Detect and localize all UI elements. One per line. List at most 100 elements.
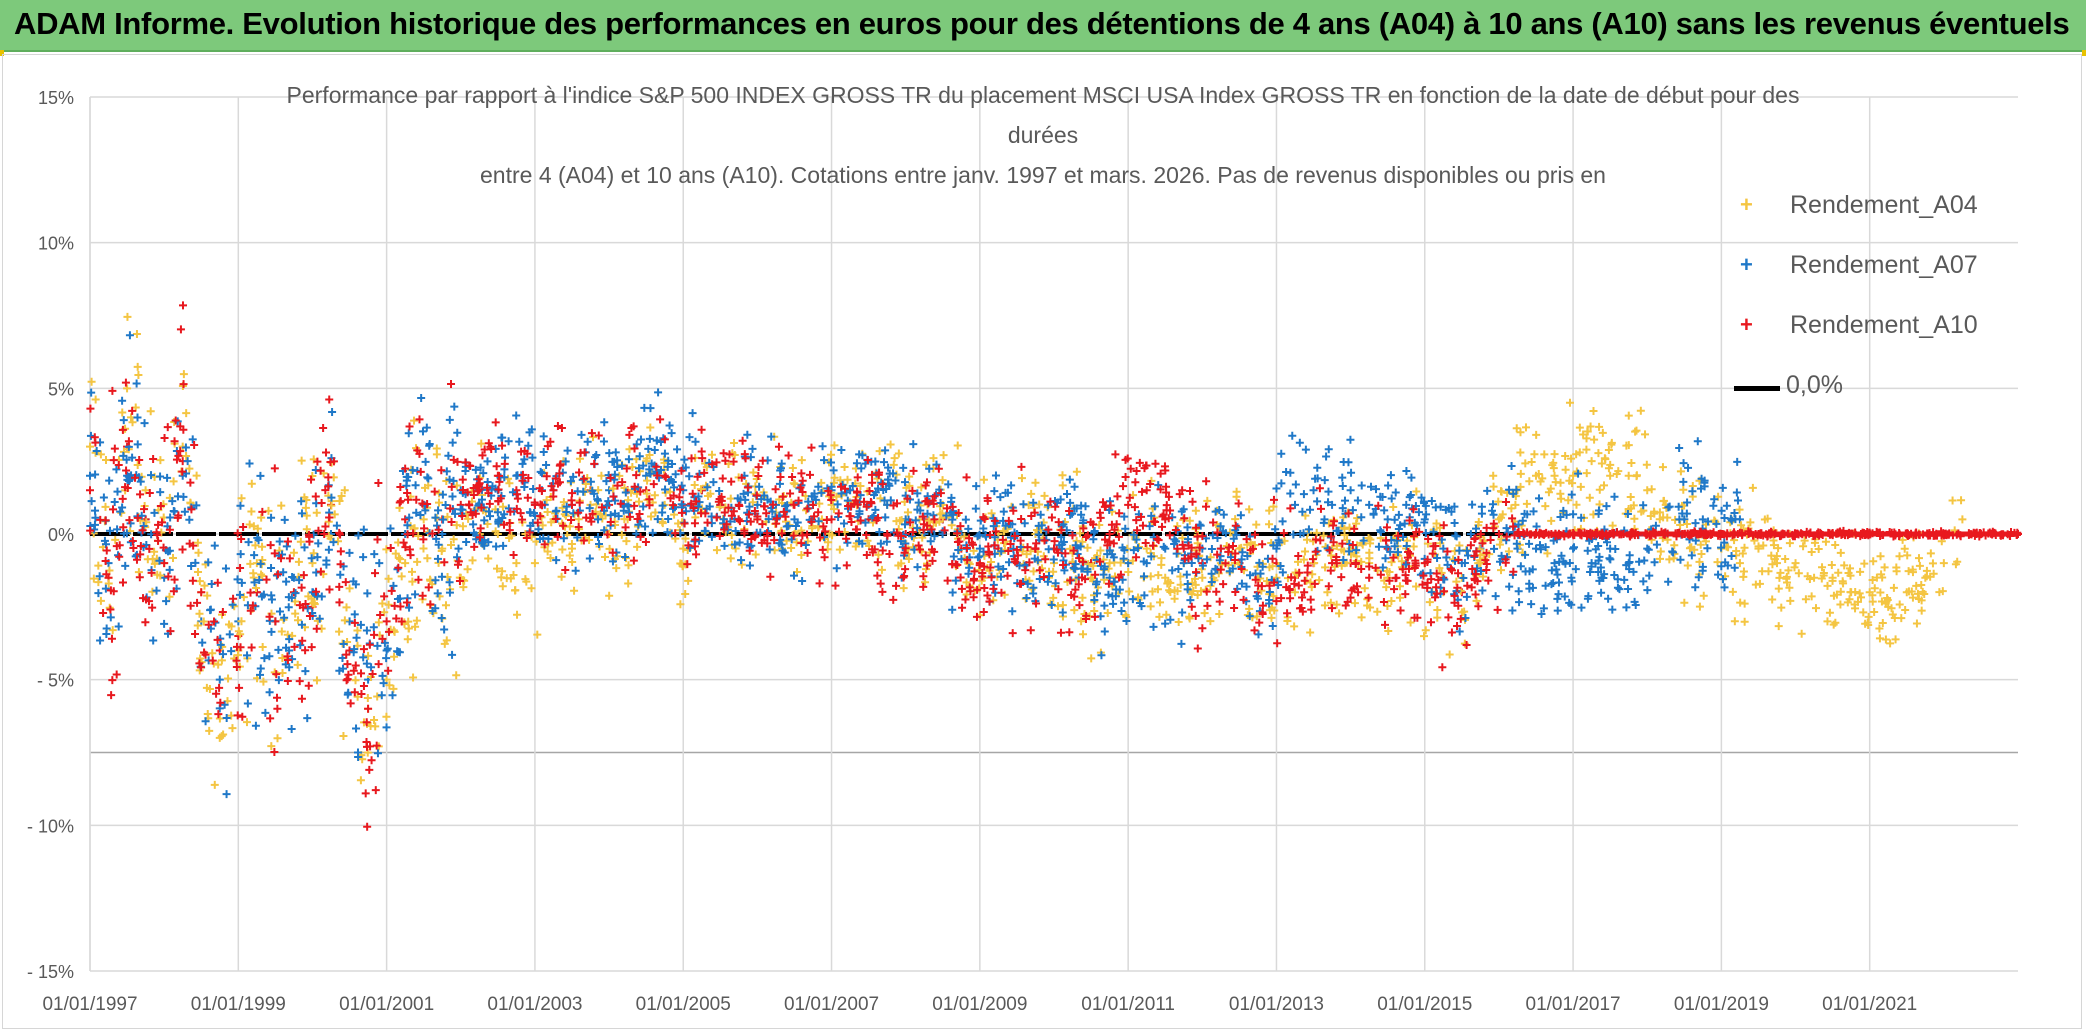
x-tick-label: 01/01/2015 — [1377, 994, 1472, 1015]
data-point — [1027, 489, 1036, 498]
data-point — [1030, 554, 1039, 563]
data-point — [1624, 471, 1633, 480]
data-point — [1468, 565, 1477, 574]
data-point — [350, 645, 359, 654]
data-point — [524, 474, 533, 483]
data-point — [1183, 523, 1192, 532]
data-point — [1177, 639, 1186, 648]
data-point — [1124, 559, 1133, 568]
data-point — [1541, 543, 1550, 552]
data-point — [1459, 573, 1468, 582]
data-point — [1857, 593, 1866, 602]
data-point — [923, 561, 932, 570]
data-point — [878, 480, 887, 489]
data-point — [680, 519, 689, 528]
data-point — [831, 581, 840, 590]
data-point — [778, 492, 787, 501]
data-point — [852, 459, 861, 468]
data-point — [1470, 574, 1479, 583]
data-point — [914, 498, 923, 507]
data-point — [1407, 473, 1416, 482]
data-point — [208, 649, 217, 658]
data-point — [370, 630, 379, 639]
data-point — [594, 540, 603, 549]
data-point — [1353, 496, 1362, 505]
data-point — [1090, 528, 1099, 537]
data-point — [1790, 532, 1799, 541]
data-point — [1415, 527, 1424, 536]
data-point — [1773, 559, 1781, 568]
data-point — [1594, 449, 1603, 458]
data-point — [712, 458, 721, 467]
data-point — [1087, 654, 1096, 663]
data-point — [1914, 554, 1923, 563]
data-point — [571, 566, 580, 575]
data-point — [1120, 598, 1129, 607]
data-point — [1286, 594, 1295, 603]
data-point — [322, 448, 331, 457]
data-point — [1612, 470, 1621, 479]
data-point — [192, 501, 201, 510]
data-point — [1684, 463, 1693, 472]
data-point — [1482, 548, 1491, 557]
data-point — [855, 507, 864, 516]
data-point — [1679, 459, 1688, 468]
data-point — [1423, 578, 1432, 587]
data-point — [215, 683, 224, 692]
data-point — [527, 584, 536, 593]
data-point — [1472, 524, 1481, 533]
data-point — [118, 396, 127, 405]
data-point — [574, 523, 583, 532]
data-point — [1308, 555, 1317, 564]
y-tick-label: 5% — [48, 379, 74, 399]
data-point — [1786, 596, 1795, 605]
data-point — [1289, 530, 1298, 539]
data-point — [1608, 521, 1617, 530]
data-point — [573, 533, 582, 542]
data-point — [1129, 530, 1138, 539]
data-point — [947, 508, 956, 517]
data-point — [313, 457, 322, 466]
data-point — [1420, 499, 1429, 508]
data-point — [483, 457, 492, 466]
data-point — [538, 501, 547, 510]
data-point — [1477, 502, 1486, 511]
data-point — [691, 535, 700, 544]
data-point — [1466, 541, 1475, 550]
data-point — [194, 548, 203, 557]
data-point — [1096, 546, 1105, 555]
data-point — [1567, 454, 1576, 463]
data-point — [523, 493, 532, 502]
data-point — [1059, 561, 1068, 570]
data-point — [149, 454, 158, 463]
data-point — [92, 447, 101, 456]
data-point — [558, 503, 567, 512]
data-point — [1509, 522, 1518, 531]
data-point — [250, 551, 259, 560]
data-point — [747, 541, 756, 550]
data-point — [1386, 471, 1395, 480]
data-point — [1121, 524, 1130, 533]
data-point — [1567, 573, 1576, 582]
report-title: ADAM Informe. Evolution historique des p… — [14, 6, 2070, 41]
data-point — [1170, 539, 1179, 548]
data-point — [96, 636, 105, 645]
data-point — [1595, 485, 1604, 494]
data-point — [1484, 576, 1493, 585]
data-point — [1590, 530, 1599, 539]
data-point — [431, 576, 440, 585]
data-point — [1410, 518, 1419, 527]
data-point — [1409, 532, 1418, 541]
data-point — [421, 457, 430, 466]
data-point — [129, 544, 138, 553]
data-point — [1525, 539, 1534, 548]
data-point — [1137, 602, 1146, 611]
data-point — [278, 669, 287, 678]
data-point — [1807, 547, 1816, 556]
data-point — [826, 458, 835, 467]
data-point — [900, 548, 909, 557]
data-point — [340, 486, 349, 495]
data-point — [378, 671, 387, 680]
data-point — [452, 481, 461, 490]
data-point — [565, 551, 574, 560]
